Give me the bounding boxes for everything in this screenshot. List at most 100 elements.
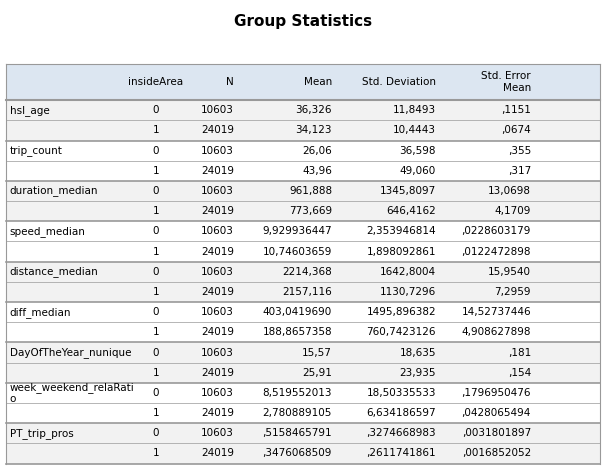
Text: 1: 1	[153, 448, 159, 458]
Bar	[6, 181, 600, 201]
Bar	[6, 242, 600, 262]
Text: 760,7423126: 760,7423126	[367, 327, 436, 337]
Text: ,3476068509: ,3476068509	[262, 448, 332, 458]
Bar	[6, 64, 600, 100]
Text: 0: 0	[153, 267, 159, 277]
Text: diff_median: diff_median	[10, 307, 71, 317]
Text: 0: 0	[153, 428, 159, 438]
Text: 11,8493: 11,8493	[393, 105, 436, 115]
Text: 10603: 10603	[201, 348, 234, 358]
Bar	[6, 403, 600, 423]
Text: 1: 1	[153, 327, 159, 337]
Text: 43,96: 43,96	[302, 166, 332, 176]
Text: ,154: ,154	[508, 368, 531, 378]
Text: 24019: 24019	[201, 327, 234, 337]
Text: ,3274668983: ,3274668983	[367, 428, 436, 438]
Text: 0: 0	[153, 146, 159, 156]
Text: 1130,7296: 1130,7296	[380, 287, 436, 297]
Text: distance_median: distance_median	[10, 266, 98, 277]
Bar	[6, 120, 600, 140]
Text: 10603: 10603	[201, 227, 234, 236]
Text: 36,326: 36,326	[296, 105, 332, 115]
Text: ,0122472898: ,0122472898	[462, 246, 531, 256]
Bar	[6, 140, 600, 161]
Text: 773,669: 773,669	[289, 206, 332, 216]
Bar	[6, 322, 600, 342]
Text: 25,91: 25,91	[302, 368, 332, 378]
Text: Group Statistics: Group Statistics	[234, 14, 372, 29]
Text: ,0031801897: ,0031801897	[462, 428, 531, 438]
Text: 10,4443: 10,4443	[393, 125, 436, 135]
Text: 26,06: 26,06	[302, 146, 332, 156]
Text: ,0228603179: ,0228603179	[462, 227, 531, 236]
Text: N: N	[226, 77, 234, 87]
Bar	[6, 201, 600, 221]
Text: 24019: 24019	[201, 166, 234, 176]
Text: 9,929936447: 9,929936447	[262, 227, 332, 236]
Text: 24019: 24019	[201, 287, 234, 297]
Text: 13,0698: 13,0698	[488, 186, 531, 196]
Text: 10603: 10603	[201, 146, 234, 156]
Text: 0: 0	[153, 227, 159, 236]
Text: 1: 1	[153, 408, 159, 418]
Text: 1: 1	[153, 206, 159, 216]
Bar	[6, 302, 600, 322]
Text: 0: 0	[153, 388, 159, 398]
Text: ,2611741861: ,2611741861	[367, 448, 436, 458]
Text: 24019: 24019	[201, 125, 234, 135]
Text: 1: 1	[153, 368, 159, 378]
Text: 0: 0	[153, 105, 159, 115]
Text: 1495,896382: 1495,896382	[367, 307, 436, 317]
Text: 15,9540: 15,9540	[488, 267, 531, 277]
Text: 1642,8004: 1642,8004	[380, 267, 436, 277]
Bar	[6, 282, 600, 302]
Text: 2,353946814: 2,353946814	[367, 227, 436, 236]
Bar	[6, 161, 600, 181]
Text: 0: 0	[153, 307, 159, 317]
Text: 49,060: 49,060	[400, 166, 436, 176]
Text: 2157,116: 2157,116	[282, 287, 332, 297]
Text: 1345,8097: 1345,8097	[380, 186, 436, 196]
Text: DayOfTheYear_nunique: DayOfTheYear_nunique	[10, 347, 131, 358]
Text: ,0016852052: ,0016852052	[462, 448, 531, 458]
Text: 10603: 10603	[201, 105, 234, 115]
Text: hsl_age: hsl_age	[10, 105, 50, 116]
Text: week_weekend_relaRati
o: week_weekend_relaRati o	[10, 382, 135, 404]
Text: ,317: ,317	[508, 166, 531, 176]
Text: ,181: ,181	[508, 348, 531, 358]
Text: Mean: Mean	[304, 77, 332, 87]
Text: 403,0419690: 403,0419690	[263, 307, 332, 317]
Text: 10603: 10603	[201, 267, 234, 277]
Bar	[6, 221, 600, 242]
Text: duration_median: duration_median	[10, 185, 98, 196]
Text: trip_count: trip_count	[10, 145, 62, 156]
Text: 23,935: 23,935	[399, 368, 436, 378]
Bar	[6, 342, 600, 363]
Text: 188,8657358: 188,8657358	[262, 327, 332, 337]
Text: 1: 1	[153, 246, 159, 256]
Text: 14,52737446: 14,52737446	[461, 307, 531, 317]
Text: 7,2959: 7,2959	[494, 287, 531, 297]
Text: 15,57: 15,57	[302, 348, 332, 358]
Text: 4,908627898: 4,908627898	[462, 327, 531, 337]
Text: 10603: 10603	[201, 428, 234, 438]
Bar	[6, 363, 600, 383]
Text: 0: 0	[153, 186, 159, 196]
Text: 18,50335533: 18,50335533	[367, 388, 436, 398]
Text: Std. Error
Mean: Std. Error Mean	[481, 71, 531, 93]
Text: 4,1709: 4,1709	[494, 206, 531, 216]
Text: speed_median: speed_median	[10, 226, 85, 237]
Text: 24019: 24019	[201, 408, 234, 418]
Text: PT_trip_pros: PT_trip_pros	[10, 428, 73, 439]
Text: ,0674: ,0674	[501, 125, 531, 135]
Text: 0: 0	[153, 348, 159, 358]
Text: ,355: ,355	[508, 146, 531, 156]
Text: 1: 1	[153, 166, 159, 176]
Text: 10603: 10603	[201, 307, 234, 317]
Text: 24019: 24019	[201, 206, 234, 216]
Text: 34,123: 34,123	[296, 125, 332, 135]
Text: 8,519552013: 8,519552013	[262, 388, 332, 398]
Text: 10603: 10603	[201, 388, 234, 398]
Text: 10,74603659: 10,74603659	[262, 246, 332, 256]
Text: 24019: 24019	[201, 246, 234, 256]
